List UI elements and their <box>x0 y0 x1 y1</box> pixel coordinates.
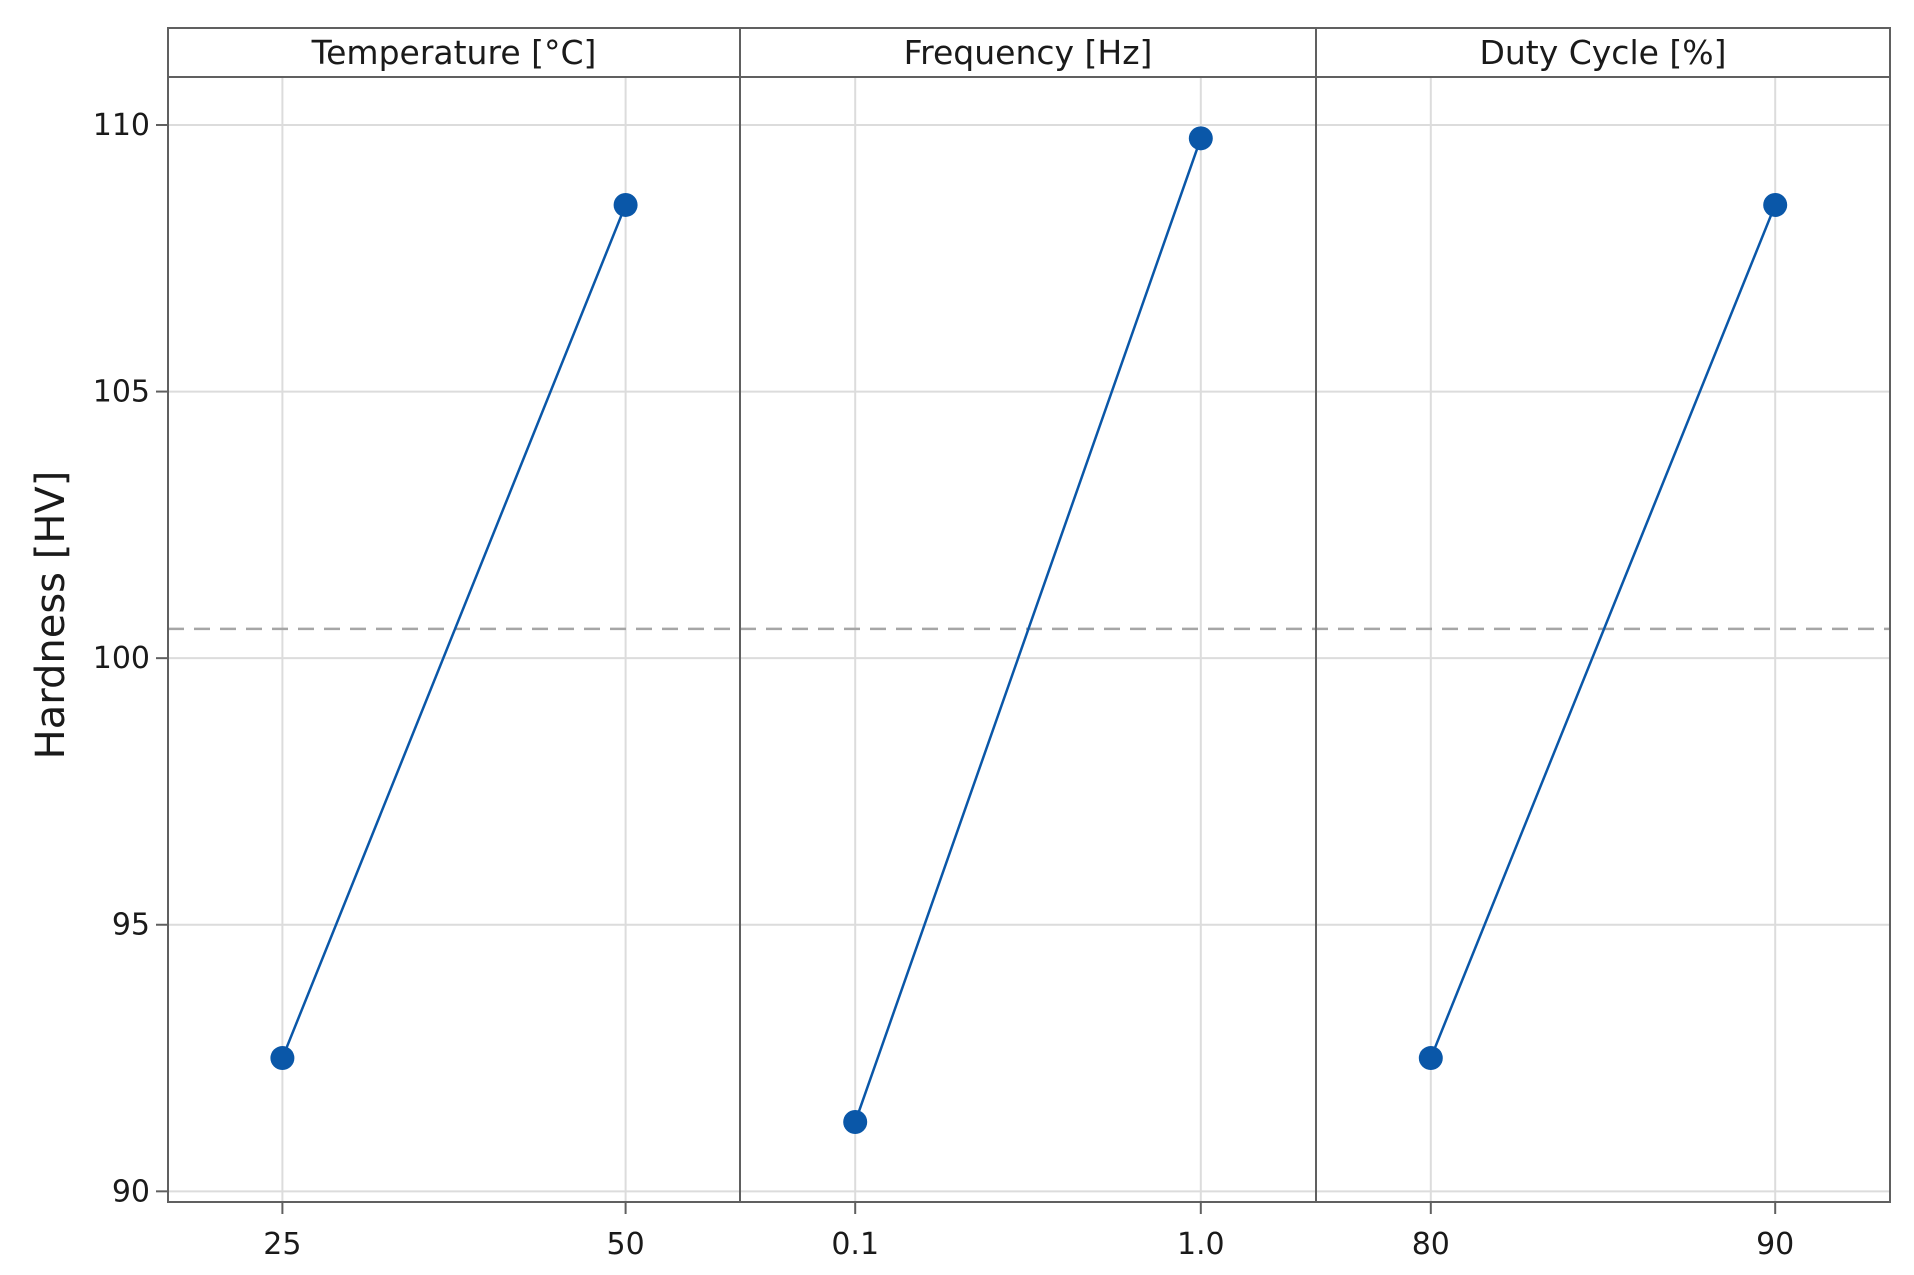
y-tick-label: 95 <box>112 908 150 943</box>
label-layer: Hardness [HV] 90 95 100 105 110 Temperature [… <box>28 33 1794 1262</box>
panel-title: Duty Cycle [%] <box>1479 33 1726 72</box>
data-point <box>613 192 638 217</box>
plot-frame <box>167 27 1891 1203</box>
series-layer <box>270 126 1788 1135</box>
x-tick-label: 90 <box>1756 1227 1794 1262</box>
series-line <box>281 204 627 1059</box>
y-axis-title: Hardness [HV] <box>28 471 74 760</box>
y-tick-label: 105 <box>93 375 150 410</box>
x-tick-label: 0.1 <box>831 1227 879 1262</box>
data-point <box>1188 126 1213 151</box>
x-tick-label: 50 <box>607 1227 645 1262</box>
frame-layer <box>156 27 1891 1214</box>
grid-layer <box>168 77 1890 1202</box>
y-tick-label: 110 <box>93 108 150 143</box>
series-line <box>1429 204 1777 1059</box>
x-tick-label: 1.0 <box>1177 1227 1225 1262</box>
data-point <box>270 1046 295 1071</box>
x-tick-label: 25 <box>263 1227 301 1262</box>
x-tick-label: 80 <box>1412 1227 1450 1262</box>
y-tick-label: 100 <box>93 641 150 676</box>
data-point <box>1763 192 1788 217</box>
panel-title: Frequency [Hz] <box>904 33 1153 72</box>
data-point <box>1418 1046 1443 1071</box>
y-tick-label: 90 <box>112 1174 150 1209</box>
panel-title: Temperature [°C] <box>311 33 597 72</box>
series-line <box>854 137 1202 1123</box>
data-point <box>843 1110 868 1135</box>
